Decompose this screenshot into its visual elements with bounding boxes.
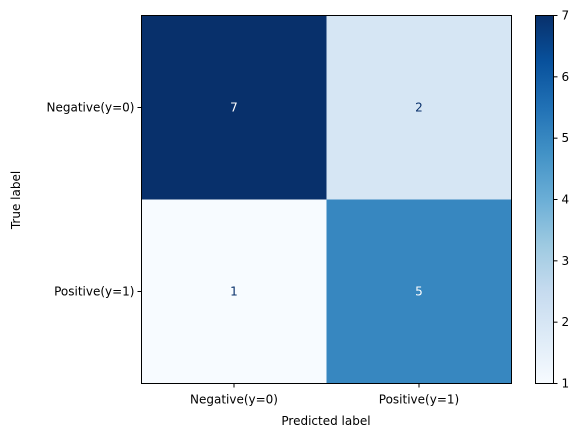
colorbar-tick-label: 7: [562, 9, 570, 23]
x-tick-label: Positive(y=1): [379, 393, 459, 407]
colorbar-tick-label: 5: [562, 131, 570, 145]
x-tick-label: Negative(y=0): [190, 393, 278, 407]
matrix-cell: [141, 15, 327, 200]
cell-value-label: 7: [230, 101, 238, 115]
x-axis-label: Predicted label: [281, 414, 370, 428]
colorbar-tick-label: 2: [562, 315, 570, 329]
cell-value-label: 2: [415, 101, 423, 115]
plot-frame: [141, 15, 512, 384]
matrix-cell: [141, 199, 327, 384]
axis-ticks: Negative(y=0) Positive(y=1) Negative(y=0) P…: [46, 101, 459, 407]
cell-value-label: 1: [230, 285, 238, 299]
matrix-cell: [326, 199, 512, 384]
y-tick-label: Positive(y=1): [54, 285, 134, 299]
colorbar-tick-label: 1: [562, 377, 570, 391]
matrix-cell: [326, 15, 512, 200]
colorbar: [535, 15, 554, 384]
cell-value-label: 5: [415, 285, 423, 299]
matrix-cells: 7 2 1 5: [141, 15, 512, 384]
colorbar-tick-label: 6: [562, 70, 570, 84]
y-axis-label: True label: [9, 171, 23, 230]
colorbar-ticks: 1 2 3 4 5 6 7: [553, 9, 570, 391]
colorbar-tick-label: 4: [562, 193, 570, 207]
colorbar-tick-label: 3: [562, 254, 570, 268]
y-tick-label: Negative(y=0): [46, 101, 134, 115]
